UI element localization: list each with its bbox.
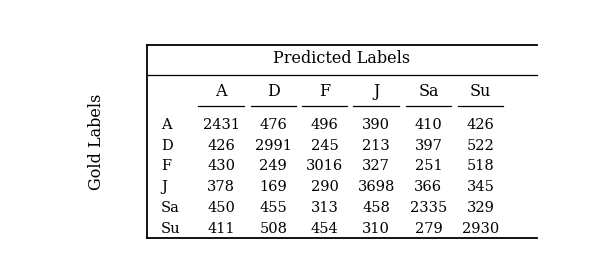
Text: 251: 251 <box>414 160 442 174</box>
Text: 345: 345 <box>467 180 494 194</box>
Text: 522: 522 <box>467 139 494 153</box>
Text: 458: 458 <box>362 201 390 215</box>
Text: 2431: 2431 <box>203 118 240 132</box>
Text: 3698: 3698 <box>357 180 395 194</box>
Text: Sa: Sa <box>418 83 439 100</box>
Text: 454: 454 <box>311 222 338 236</box>
Text: A: A <box>161 118 171 132</box>
Text: A: A <box>215 83 227 100</box>
Text: Su: Su <box>470 83 491 100</box>
Text: 169: 169 <box>259 180 287 194</box>
Text: 2991: 2991 <box>255 139 292 153</box>
Text: 329: 329 <box>467 201 494 215</box>
Text: 279: 279 <box>414 222 442 236</box>
Text: 327: 327 <box>362 160 390 174</box>
Text: 426: 426 <box>207 139 235 153</box>
Text: D: D <box>161 139 173 153</box>
Text: 476: 476 <box>259 118 287 132</box>
Text: 411: 411 <box>207 222 235 236</box>
Text: Gold Labels: Gold Labels <box>88 93 105 190</box>
Text: 366: 366 <box>414 180 442 194</box>
Text: 290: 290 <box>311 180 338 194</box>
Text: J: J <box>373 83 379 100</box>
Text: 410: 410 <box>414 118 442 132</box>
Text: 496: 496 <box>311 118 338 132</box>
Text: 430: 430 <box>207 160 235 174</box>
Text: D: D <box>267 83 280 100</box>
Text: 450: 450 <box>207 201 235 215</box>
Text: 508: 508 <box>259 222 288 236</box>
Text: 2930: 2930 <box>462 222 499 236</box>
Text: 249: 249 <box>259 160 287 174</box>
Text: 378: 378 <box>207 180 235 194</box>
Text: 310: 310 <box>362 222 390 236</box>
Text: 390: 390 <box>362 118 390 132</box>
Text: 213: 213 <box>362 139 390 153</box>
Text: 397: 397 <box>414 139 442 153</box>
Text: 2335: 2335 <box>410 201 447 215</box>
Text: 518: 518 <box>467 160 494 174</box>
Text: F: F <box>319 83 330 100</box>
Text: J: J <box>161 180 167 194</box>
Text: Su: Su <box>161 222 181 236</box>
Text: 245: 245 <box>311 139 338 153</box>
Text: F: F <box>161 160 171 174</box>
Text: 3016: 3016 <box>306 160 343 174</box>
Text: Predicted Labels: Predicted Labels <box>273 50 410 67</box>
Text: Sa: Sa <box>161 201 180 215</box>
Text: 455: 455 <box>259 201 287 215</box>
Text: 313: 313 <box>311 201 338 215</box>
Text: 426: 426 <box>467 118 494 132</box>
